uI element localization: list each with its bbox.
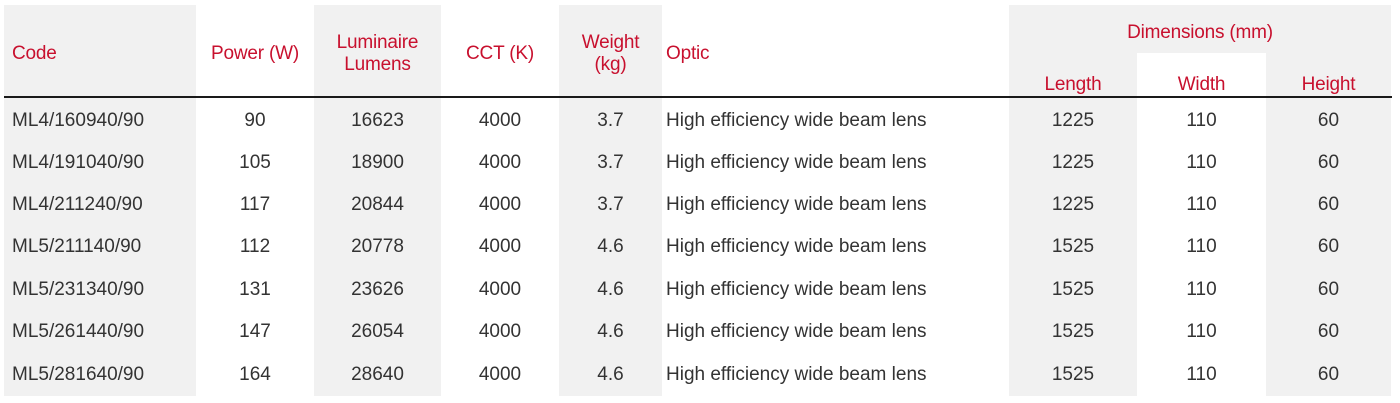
cell-width: 110 [1186,152,1217,173]
cell-code: ML5/211140/90 [12,236,142,257]
table-row: ML4/160940/90 90 16623 4000 3.7 High eff… [0,110,1400,132]
cell-lumens: 23626 [351,279,404,300]
header-lumens: Luminaire Lumens [314,32,441,76]
cell-length: 1525 [1051,321,1095,342]
cell-weight: 4.6 [597,236,624,257]
cell-code: ML5/231340/90 [12,279,145,300]
cell-weight: 4.6 [597,279,624,300]
header-divider [4,96,1392,98]
cell-optic: High efficiency wide beam lens [666,194,927,215]
cell-code: ML5/281640/90 [12,364,145,385]
cell-height: 60 [1317,152,1340,173]
cell-code: ML5/261440/90 [12,321,145,342]
cell-width: 110 [1186,110,1217,131]
cell-height: 60 [1317,236,1340,257]
cell-lumens: 28640 [351,364,404,385]
cell-optic: High efficiency wide beam lens [666,364,927,385]
table-row: ML4/191040/90 105 18900 4000 3.7 High ef… [0,152,1400,174]
length-column-band [1009,53,1137,396]
cell-cct: 4000 [478,279,522,300]
cell-lumens: 20844 [351,194,404,215]
cell-optic: High efficiency wide beam lens [666,110,927,131]
cell-weight: 4.6 [597,321,624,342]
code-column-band [4,5,196,396]
dimensions-header-band [1009,5,1391,53]
cell-optic: High efficiency wide beam lens [666,279,927,300]
height-column-band [1266,53,1391,396]
cell-power: 90 [244,110,266,131]
header-optic: Optic [666,43,710,64]
cell-code: ML4/211240/90 [12,194,143,215]
cell-power: 105 [239,152,271,173]
cell-cct: 4000 [478,152,522,173]
header-width: Width [1177,74,1226,95]
cell-height: 60 [1317,321,1340,342]
cell-weight: 3.7 [597,152,624,173]
cell-weight: 3.7 [597,194,624,215]
table-row: ML5/231340/90 131 23626 4000 4.6 High ef… [0,279,1400,301]
table-row: ML5/211140/90 112 20778 4000 4.6 High ef… [0,236,1400,258]
cell-lumens: 20778 [351,236,404,257]
table-row: ML5/281640/90 164 28640 4000 4.6 High ef… [0,364,1400,386]
table-row: ML5/261440/90 147 26054 4000 4.6 High ef… [0,321,1400,343]
cell-height: 60 [1317,110,1340,131]
cell-length: 1525 [1051,279,1095,300]
cell-power: 117 [239,194,271,215]
table-row: ML4/211240/90 117 20844 4000 3.7 High ef… [0,194,1400,216]
lumens-column-band [314,5,441,396]
cell-width: 110 [1186,236,1217,257]
cell-height: 60 [1317,279,1340,300]
cell-weight: 4.6 [597,364,624,385]
cell-code: ML4/160940/90 [12,110,145,131]
header-lumens-line1: Luminaire [336,32,419,53]
cell-length: 1225 [1051,152,1095,173]
header-weight: Weight (kg) [559,32,662,76]
cell-height: 60 [1317,194,1340,215]
cell-width: 110 [1186,279,1217,300]
header-dimensions: Dimensions (mm) [1127,22,1273,43]
cell-lumens: 16623 [351,110,404,131]
cell-length: 1525 [1051,236,1095,257]
cell-lumens: 18900 [351,152,404,173]
cell-height: 60 [1317,364,1340,385]
header-code: Code [12,43,57,64]
cell-cct: 4000 [478,194,522,215]
header-cct: CCT (K) [466,43,534,64]
cell-power: 131 [239,279,271,300]
header-weight-line2: (kg) [594,54,627,75]
cell-length: 1525 [1051,364,1095,385]
cell-power: 112 [239,236,271,257]
header-power: Power (W) [211,43,299,64]
header-lumens-line2: Lumens [344,54,411,75]
cell-optic: High efficiency wide beam lens [666,321,927,342]
cell-power: 147 [239,321,271,342]
cell-length: 1225 [1051,194,1095,215]
header-length: Length [1044,74,1102,95]
cell-optic: High efficiency wide beam lens [666,152,927,173]
cell-length: 1225 [1051,110,1095,131]
cell-lumens: 26054 [351,321,404,342]
header-weight-line1: Weight [581,32,640,53]
cell-width: 110 [1186,364,1217,385]
cell-cct: 4000 [478,236,522,257]
cell-width: 110 [1186,194,1217,215]
cell-code: ML4/191040/90 [12,152,145,173]
cell-optic: High efficiency wide beam lens [666,236,927,257]
cell-power: 164 [239,364,271,385]
cell-weight: 3.7 [597,110,624,131]
cell-cct: 4000 [478,110,522,131]
weight-column-band [559,5,662,396]
cell-cct: 4000 [478,321,522,342]
header-height: Height [1301,74,1356,95]
cell-width: 110 [1186,321,1217,342]
cell-cct: 4000 [478,364,522,385]
